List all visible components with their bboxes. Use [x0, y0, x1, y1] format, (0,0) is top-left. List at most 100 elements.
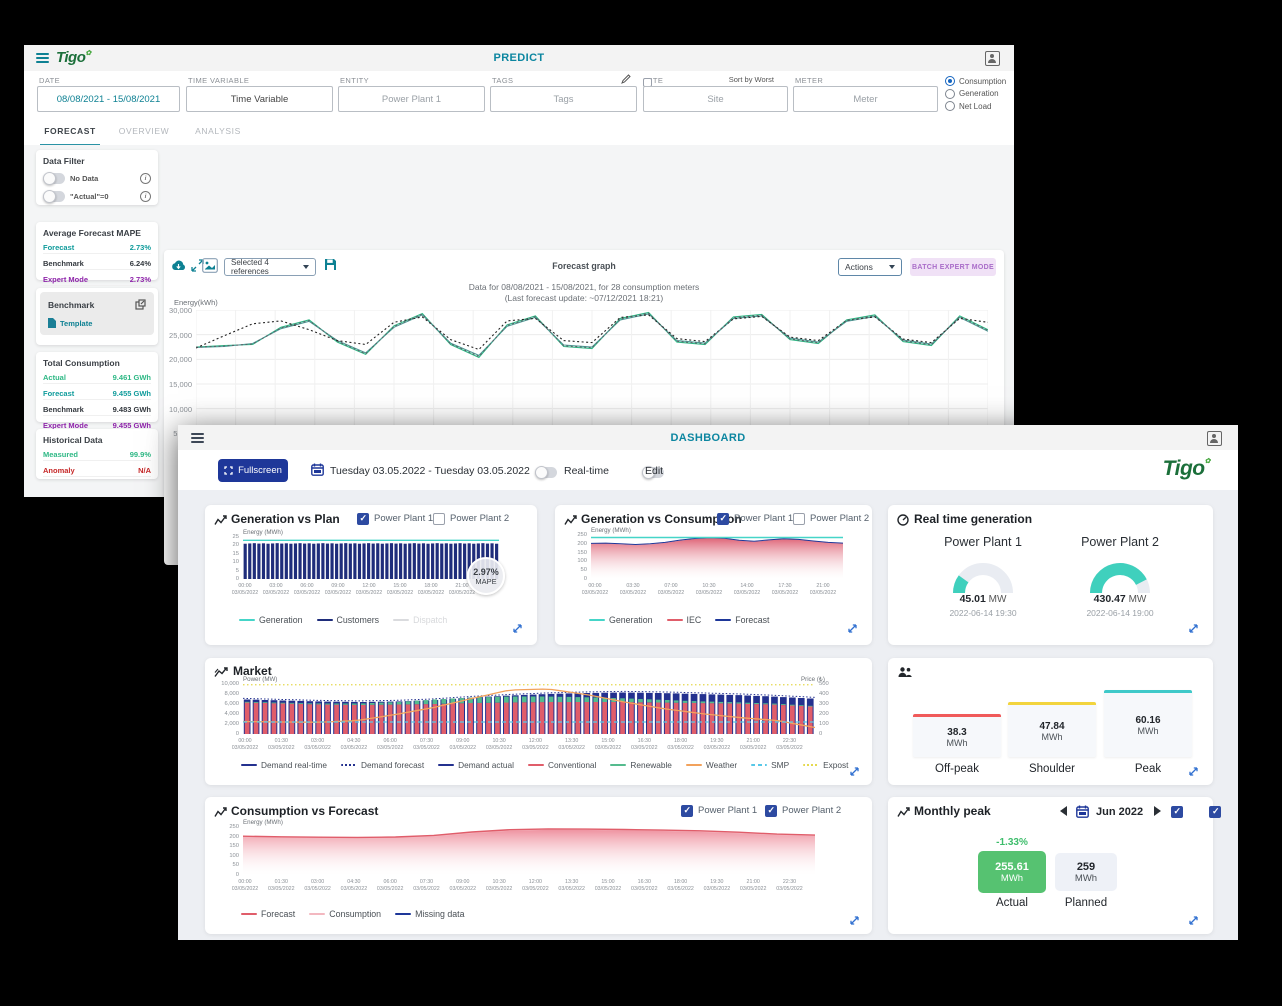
- stat-row: Actual 9.461 GWh: [43, 372, 151, 384]
- entity-select[interactable]: Power Plant 1: [338, 86, 485, 112]
- tab-overview[interactable]: OVERVIEW: [118, 126, 170, 136]
- month-label[interactable]: Jun 2022: [1096, 806, 1144, 818]
- legend-item: Demand forecast: [340, 760, 424, 770]
- plant-checkbox[interactable]: [717, 513, 729, 525]
- real-time-generation-panel: Real time generation Power Plant 1 Power…: [888, 505, 1213, 645]
- edit-pencil-icon[interactable]: [621, 74, 631, 84]
- entity-label: ENTITY: [340, 76, 370, 85]
- stat-value: 9.483 GWh: [112, 404, 151, 414]
- legend-swatch: [803, 763, 820, 767]
- x-tick: 09:00 03/05/2022: [449, 879, 477, 892]
- user-icon[interactable]: [1207, 431, 1222, 446]
- expand-panel-icon[interactable]: [849, 766, 860, 777]
- tags-select[interactable]: Tags: [490, 86, 637, 112]
- expand-panel-icon[interactable]: [1188, 915, 1199, 926]
- meter-type-option[interactable]: Net Load: [945, 101, 1006, 111]
- user-icon[interactable]: [985, 51, 1000, 66]
- menu-icon[interactable]: [36, 53, 49, 63]
- planned-card: 259 MWh: [1055, 853, 1117, 891]
- external-link-icon[interactable]: [135, 299, 146, 310]
- x-tick: 18:00 03/05/2022: [417, 583, 445, 596]
- site-select[interactable]: Site: [643, 86, 788, 112]
- benchmark-template-link[interactable]: Template: [48, 318, 146, 328]
- date-input[interactable]: 08/08/2021 - 15/08/2021: [37, 86, 180, 112]
- date-range[interactable]: Tuesday 03.05.2022 - Tuesday 03.05.2022: [330, 465, 530, 477]
- calendar-icon[interactable]: [1076, 805, 1089, 818]
- actions-select[interactable]: Actions: [838, 258, 902, 276]
- x-tick: 09:00 03/05/2022: [449, 738, 477, 751]
- market-icon: [214, 667, 228, 677]
- stat-label: Actual: [43, 372, 66, 382]
- realtime-label: Real-time: [564, 465, 609, 477]
- cloud-download-icon[interactable]: [171, 259, 186, 272]
- total-consumption-card: Total Consumption Actual 9.461 GWh Forecas…: [36, 352, 158, 432]
- dashboard-window: DASHBOARD Fullscreen Tuesday 03.05.2022 …: [178, 425, 1238, 940]
- plant-checkbox[interactable]: [357, 513, 369, 525]
- legend-item: Generation: [589, 615, 653, 625]
- prev-month-arrow[interactable]: [1060, 806, 1067, 816]
- plant-checkbox[interactable]: [433, 513, 445, 525]
- realtime-toggle[interactable]: [535, 465, 557, 479]
- x-tick: 06:00 03/05/2022: [376, 879, 404, 892]
- save-icon[interactable]: [324, 258, 337, 271]
- toggle-switch[interactable]: [43, 189, 65, 203]
- stat-value: 99.9%: [129, 449, 151, 459]
- chevron-down-icon: [889, 265, 895, 269]
- planned-checkbox[interactable]: [1209, 806, 1222, 818]
- tab-forecast[interactable]: FORECAST: [40, 118, 100, 147]
- tags-label: TAGS: [492, 76, 514, 85]
- plant-name: Power Plant 1: [944, 535, 1022, 549]
- data-filter-card: Data Filter No Data i "Actual"=0 i: [36, 150, 158, 205]
- expand-arrows-icon[interactable]: [191, 259, 204, 272]
- line-chart-icon: [214, 807, 227, 817]
- toggle-switch[interactable]: [43, 171, 65, 185]
- tab-analysis[interactable]: ANALYSIS: [195, 126, 241, 136]
- radio-icon[interactable]: [945, 101, 955, 111]
- y-tick: 10: [232, 559, 239, 566]
- legend-label: SMP: [771, 760, 790, 770]
- menu-icon[interactable]: [191, 433, 204, 443]
- y-tick: 100: [229, 852, 239, 859]
- x-tick: 12:00 03/05/2022: [522, 738, 549, 751]
- plant2-gauge: [1090, 563, 1150, 594]
- x-tick: 10:30 03/05/2022: [695, 583, 723, 596]
- panel-title: Consumption vs Forecast: [231, 804, 379, 818]
- radio-label: Net Load: [959, 101, 992, 111]
- time-variable-select[interactable]: Time Variable: [186, 86, 333, 112]
- expand-panel-icon[interactable]: [1188, 766, 1199, 777]
- image-export-icon[interactable]: [202, 258, 218, 273]
- edit-toggle[interactable]: [642, 465, 665, 479]
- info-icon[interactable]: i: [140, 191, 151, 202]
- next-month-arrow[interactable]: [1154, 806, 1161, 816]
- plant-checkbox[interactable]: [793, 513, 805, 525]
- legend-label: Renewable: [630, 760, 672, 770]
- calendar-icon[interactable]: [311, 463, 324, 476]
- expand-panel-icon[interactable]: [512, 623, 523, 634]
- plant-checkbox[interactable]: [681, 805, 693, 817]
- legend-label: Dispatch: [413, 615, 448, 625]
- legend-swatch: [685, 763, 702, 767]
- predict-window-title: PREDICT: [493, 52, 545, 64]
- references-select[interactable]: Selected 4 references: [224, 258, 316, 276]
- expand-panel-icon[interactable]: [1188, 623, 1199, 634]
- plant-checkbox-label: Power Plant 2: [782, 805, 842, 816]
- stat-row: Expert Mode 2.73%: [43, 275, 151, 286]
- peak-period-card: 60.16 MWh: [1104, 690, 1192, 757]
- meter-type-option[interactable]: Consumption: [945, 76, 1006, 86]
- fullscreen-button[interactable]: Fullscreen: [218, 459, 288, 482]
- meter-select[interactable]: Meter: [793, 86, 938, 112]
- mape-card: Average Forecast MAPE Forecast 2.73% Bench…: [36, 222, 158, 286]
- data-filter-title: Data Filter: [43, 156, 85, 166]
- expand-panel-icon[interactable]: [849, 915, 860, 926]
- batch-expert-mode-button[interactable]: BATCH EXPERT MODE: [910, 258, 996, 276]
- expand-panel-icon[interactable]: [847, 623, 858, 634]
- info-icon[interactable]: i: [140, 173, 151, 184]
- radio-icon[interactable]: [945, 76, 955, 86]
- peak-period-column: 60.16 MWh Peak: [1104, 690, 1192, 775]
- radio-icon[interactable]: [945, 88, 955, 99]
- meter-type-option[interactable]: Generation: [945, 88, 1006, 99]
- actual-checkbox[interactable]: [1171, 806, 1183, 818]
- legend-label: Weather: [705, 760, 738, 770]
- y-tick: 15: [232, 550, 239, 557]
- plant-checkbox[interactable]: [765, 805, 777, 817]
